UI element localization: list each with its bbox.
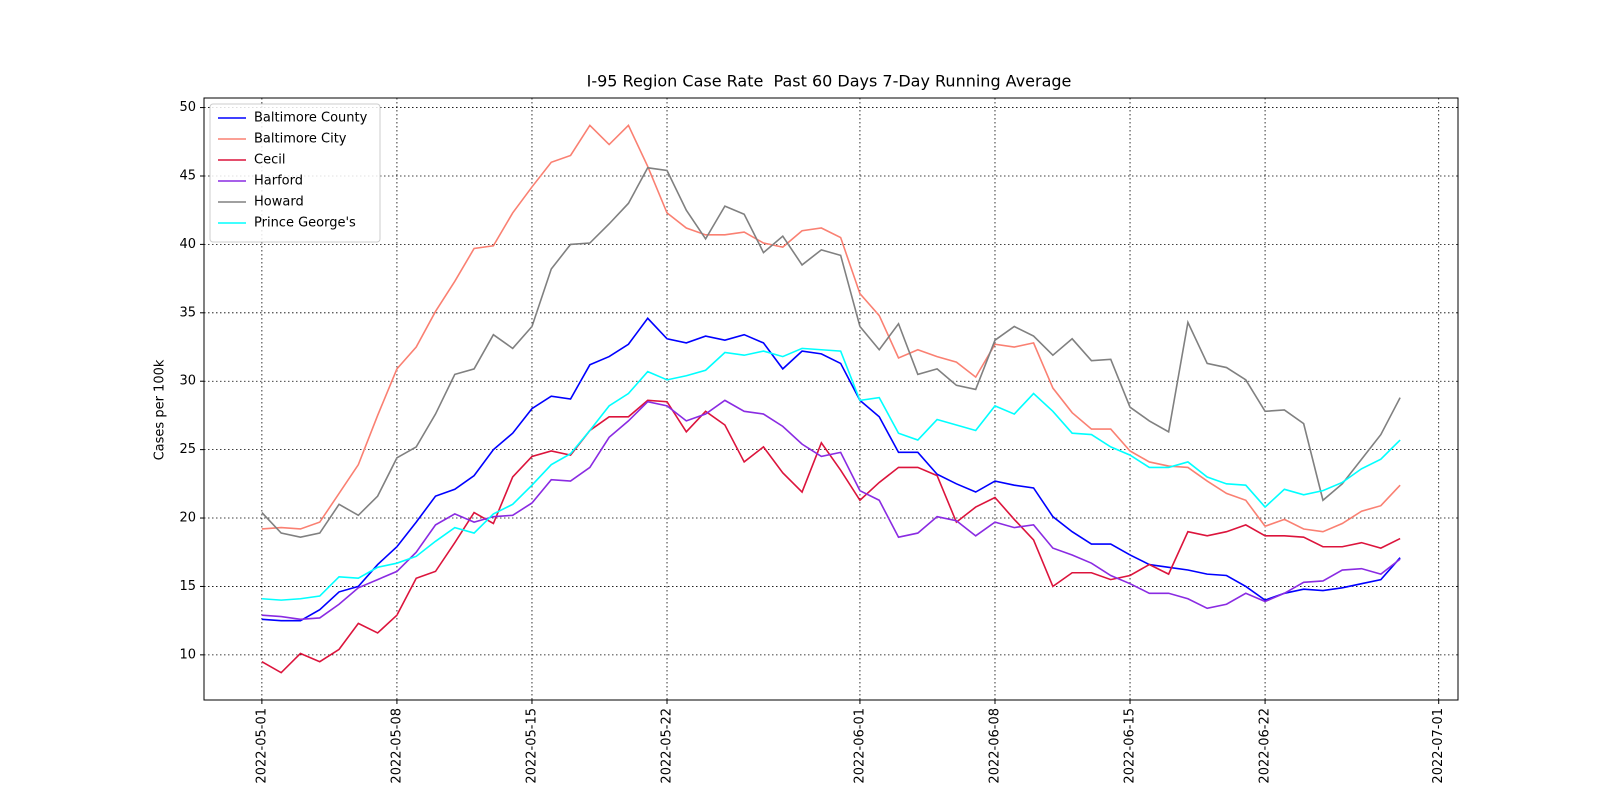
x-tick-label: 2022-06-01	[852, 708, 867, 784]
y-tick-label: 20	[179, 511, 196, 526]
y-tick-label: 30	[179, 374, 196, 389]
legend-label: Howard	[254, 195, 304, 210]
x-tick-label: 2022-05-01	[254, 708, 269, 784]
x-tick-label: 2022-06-15	[1123, 708, 1138, 784]
legend-label: Cecil	[254, 153, 285, 168]
legend-label: Baltimore City	[254, 132, 347, 147]
legend-box	[209, 103, 381, 243]
legend-label: Harford	[254, 174, 303, 189]
x-tick-label: 2022-07-01	[1431, 708, 1446, 784]
x-tick-label: 2022-06-22	[1258, 708, 1273, 784]
series-line	[261, 123, 1401, 533]
legend: Baltimore County Baltimore City Cecil Harfo…	[209, 103, 381, 243]
y-tick-label: 40	[179, 237, 196, 252]
plot-frame	[203, 97, 1459, 701]
series-line	[261, 399, 1401, 674]
series-line	[261, 399, 1401, 621]
series-line	[261, 317, 1401, 622]
x-tick-label: 2022-06-08	[987, 708, 1002, 784]
y-tick-label: 45	[179, 168, 196, 183]
x-tick-label: 2022-05-15	[524, 708, 539, 784]
y-tick-label: 15	[179, 579, 196, 594]
series-line	[261, 166, 1401, 539]
y-tick-label: 10	[179, 647, 196, 662]
chart-title: I-95 Region Case Rate Past 60 Days 7-Day…	[587, 72, 1072, 91]
x-tick-label: 2022-05-08	[389, 708, 404, 784]
series-line	[261, 347, 1401, 601]
legend-label: Prince George's	[254, 216, 356, 231]
legend-label: Baltimore County	[254, 111, 368, 126]
y-tick-label: 35	[179, 305, 196, 320]
y-tick-label: 50	[179, 100, 196, 115]
x-tick-label: 2022-05-22	[660, 708, 675, 784]
y-tick-label: 25	[179, 442, 196, 457]
y-axis-label: Cases per 100k	[153, 359, 168, 460]
